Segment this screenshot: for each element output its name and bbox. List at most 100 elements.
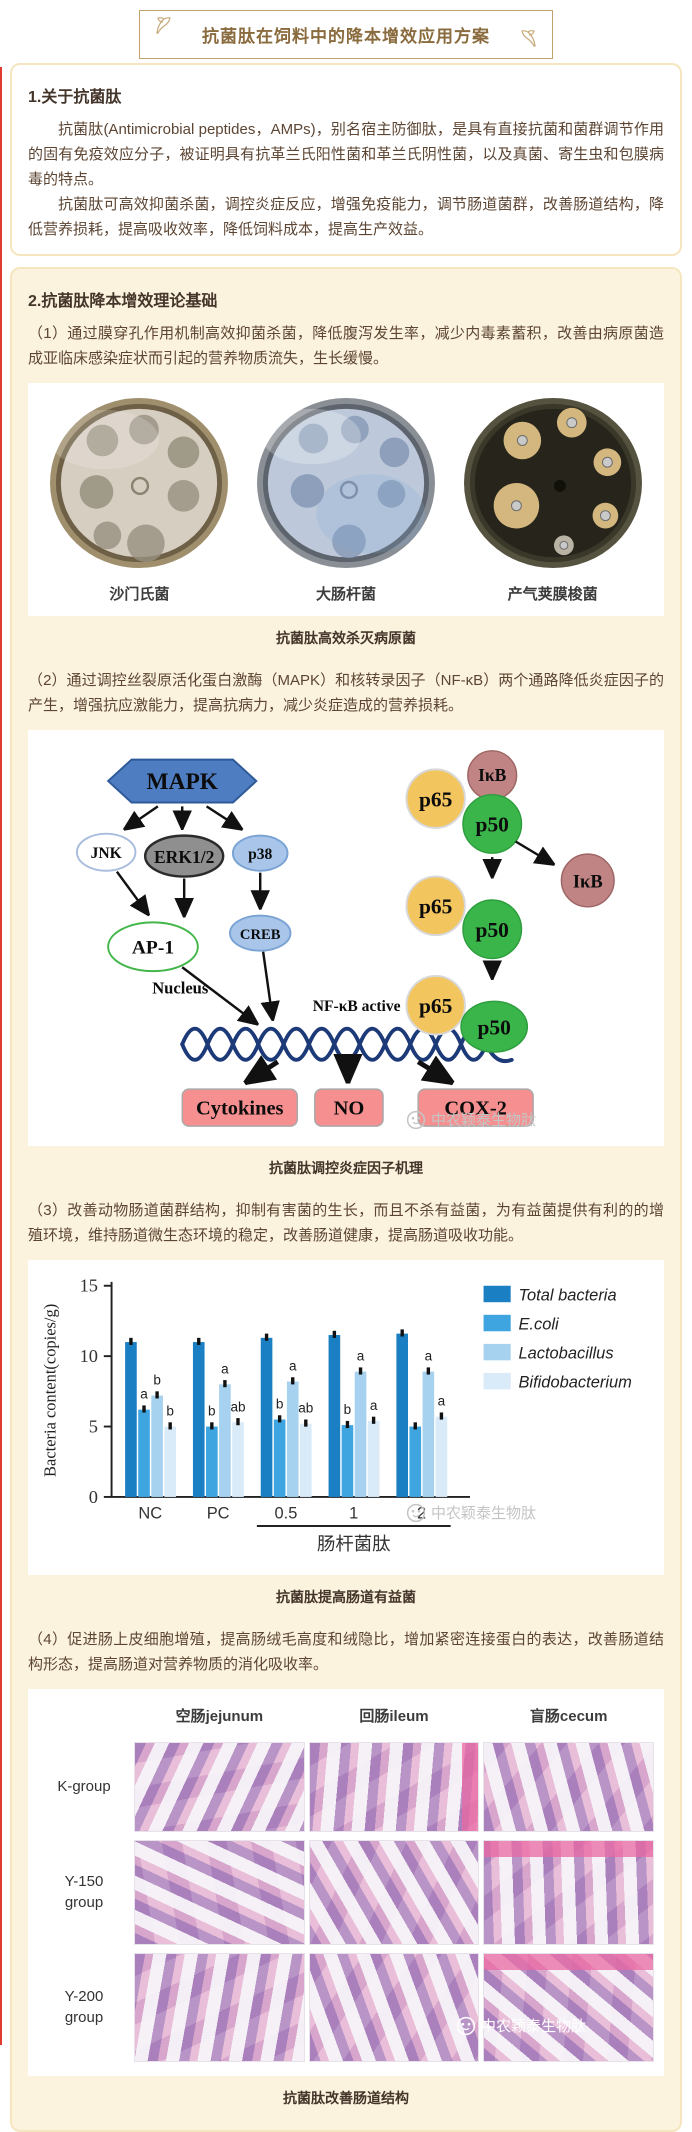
pathway-figure-caption: 抗菌肽调控炎症因子机理 xyxy=(269,1160,423,1176)
brand-logo-icon xyxy=(456,2016,476,2035)
svg-text:NC: NC xyxy=(138,1504,162,1522)
svg-text:Bifidobacterium: Bifidobacterium xyxy=(518,1373,631,1391)
pathway-node-p50c-label: p50 xyxy=(477,1016,510,1040)
pathway-node-ikb2-label: IκB xyxy=(573,871,603,892)
svg-text:10: 10 xyxy=(80,1346,98,1366)
pathway-node-p65b-label: p65 xyxy=(419,895,452,919)
svg-text:E.coli: E.coli xyxy=(518,1315,560,1333)
svg-text:PC: PC xyxy=(207,1504,230,1522)
svg-text:ab: ab xyxy=(298,1401,313,1416)
histology-col-cecum: 盲肠cecum xyxy=(529,1708,608,1725)
histology-image xyxy=(483,1840,654,1945)
svg-text:a: a xyxy=(370,1398,378,1413)
petri-label-salmonella: 沙门氏菌 xyxy=(109,586,170,603)
histology-image xyxy=(134,1742,305,1832)
section2-title: 2.抗菌肽降本增效理论基础 xyxy=(28,293,218,310)
pathway-nucleus-label: Nucleus xyxy=(152,979,209,998)
pathway-node-p65c-label: p65 xyxy=(419,994,452,1018)
petri-label-clostridium: 产气荚膜梭菌 xyxy=(507,586,598,603)
point-1-text: （1）通过膜穿孔作用机制高效抑菌杀菌，降低腹泻发生率，减少内毒素蓄积，改善由病原… xyxy=(28,325,664,367)
svg-text:a: a xyxy=(289,1358,297,1373)
histology-row-y200-group: Y-200 group xyxy=(64,1988,104,2026)
section1-paragraph: 抗菌肽(Antimicrobial peptides，AMPs)，别名宿主防御肽… xyxy=(28,121,664,188)
svg-text:b: b xyxy=(166,1404,174,1419)
section-about-amps: 1.关于抗菌肽 抗菌肽(Antimicrobial peptides，AMPs)… xyxy=(10,63,682,256)
petri-dish-salmonella xyxy=(50,397,229,569)
petri-dish-clostridium xyxy=(463,397,642,569)
watermark-text: 中农颖泰生物肽 xyxy=(481,2018,587,2035)
histology-image xyxy=(134,1840,305,1945)
petri-dish-figure: 沙门氏菌 大肠杆菌 产气荚膜梭菌 xyxy=(28,383,664,616)
point-4-text: （4）促进肠上皮细胞增殖，提高肠绒毛高度和绒隐比，增加紧密连接蛋白的表达，改善肠… xyxy=(28,1631,664,1673)
leaf-icon xyxy=(154,16,172,41)
petri-figure-caption: 抗菌肽高效杀灭病原菌 xyxy=(276,630,416,646)
section1-paragraph: 抗菌肽可高效抑菌杀菌，调控炎症反应，增强免疫能力，调节肠道菌群，改善肠道结构，降… xyxy=(28,196,664,238)
svg-text:a: a xyxy=(221,1361,229,1376)
pathway-node-mapk-label: MAPK xyxy=(147,769,218,795)
point-3-text: （3）改善动物肠道菌群结构，抑制有害菌的生长，而且不杀有益菌，为有益菌提供有利的… xyxy=(28,1202,664,1244)
watermark: 中农颖泰生物肽 xyxy=(456,2015,586,2036)
histology-figure: 空肠jejunum 回肠ileum 盲肠cecum K-group Y-150 … xyxy=(28,1689,664,2076)
histology-row-y150-group: Y-150 group xyxy=(64,1873,104,1911)
svg-text:15: 15 xyxy=(80,1276,98,1296)
svg-text:b: b xyxy=(276,1396,284,1411)
watermark-text: 中农颖泰生物肽 xyxy=(431,1112,537,1129)
svg-text:0: 0 xyxy=(89,1487,98,1507)
svg-text:a: a xyxy=(357,1349,365,1364)
pathway-node-p50-label: p50 xyxy=(476,813,509,837)
leaf-icon xyxy=(520,29,538,54)
watermark: 中农颖泰生物肽 xyxy=(406,1109,536,1130)
mapk-nfkb-pathway-diagram: MAPK JNK ERK1/2 p38 AP-1 CREB Nucleus Iκ… xyxy=(75,750,615,1127)
svg-text:b: b xyxy=(153,1373,161,1388)
brand-logo-icon xyxy=(406,1503,426,1522)
brand-logo-icon xyxy=(406,1110,426,1129)
pathway-node-erk-label: ERK1/2 xyxy=(154,847,215,867)
point-2-text: （2）通过调控丝裂原活化蛋白激酶（MAPK）和核转录因子（NF-κB）两个通路降… xyxy=(28,672,664,714)
pathway-node-jnk-label: JNK xyxy=(91,845,122,862)
histology-image xyxy=(134,1953,305,2062)
pathway-node-p50b-label: p50 xyxy=(476,918,509,942)
histology-image xyxy=(483,1953,654,2062)
pathway-node-ap1-label: AP-1 xyxy=(132,938,174,959)
pathway-node-p38-label: p38 xyxy=(248,846,272,863)
petri-dish-labels: 沙门氏菌 大肠杆菌 产气荚膜梭菌 xyxy=(36,583,656,604)
pathway-output-cox2: COX-2 xyxy=(444,1097,507,1119)
svg-text:b: b xyxy=(344,1402,352,1417)
svg-text:2: 2 xyxy=(417,1504,426,1522)
svg-text:Lactobacillus: Lactobacillus xyxy=(518,1344,613,1362)
histology-col-ileum: 回肠ileum xyxy=(359,1708,429,1725)
histology-image xyxy=(308,1840,480,1945)
svg-text:ab: ab xyxy=(230,1399,245,1414)
chart-figure-caption: 抗菌肽提高肠道有益菌 xyxy=(276,1589,416,1605)
svg-text:肠杆菌肽: 肠杆菌肽 xyxy=(317,1533,391,1554)
petri-label-ecoli: 大肠杆菌 xyxy=(316,586,377,603)
svg-text:0.5: 0.5 xyxy=(275,1504,298,1522)
pathway-node-p65-label: p65 xyxy=(419,787,452,811)
left-accent-line xyxy=(0,67,2,2045)
svg-text:b: b xyxy=(208,1404,216,1419)
svg-text:5: 5 xyxy=(89,1416,98,1436)
histology-image xyxy=(308,1742,480,1832)
histology-row-k-group: K-group xyxy=(57,1777,111,1795)
histology-image xyxy=(483,1742,654,1832)
histology-col-jejunum: 空肠jejunum xyxy=(175,1708,264,1725)
pathway-nfkb-active-label: NF-κB active xyxy=(313,998,401,1015)
svg-text:a: a xyxy=(140,1387,148,1402)
article-header: 抗菌肽在饲料中的降本增效应用方案 xyxy=(139,10,553,59)
svg-text:a: a xyxy=(425,1349,433,1364)
svg-text:Total bacteria: Total bacteria xyxy=(518,1286,616,1304)
pathway-output-cytokines: Cytokines xyxy=(196,1097,284,1119)
bacteria-chart-figure: 0 5 10 15 NC PC 0.5 1 2 a b b b b a a a a b ab ab a a Total bac… xyxy=(28,1260,664,1575)
svg-text:Bacteria content(copies/g): Bacteria content(copies/g) xyxy=(40,1304,59,1477)
dna-helix xyxy=(180,1026,514,1064)
svg-text:a: a xyxy=(438,1394,446,1409)
pathway-output-no: NO xyxy=(334,1097,365,1119)
section-theory-basis: 2.抗菌肽降本增效理论基础 （1）通过膜穿孔作用机制高效抑菌杀菌，降低腹泻发生率… xyxy=(10,267,682,2132)
histology-image xyxy=(308,1953,480,2062)
pathway-node-creb-label: CREB xyxy=(240,927,281,943)
petri-dish-ecoli xyxy=(256,397,435,569)
pathway-node-ikb-label: IκB xyxy=(478,765,507,785)
section1-title: 1.关于抗菌肽 xyxy=(28,89,122,106)
watermark-text: 中农颖泰生物肽 xyxy=(431,1505,537,1522)
